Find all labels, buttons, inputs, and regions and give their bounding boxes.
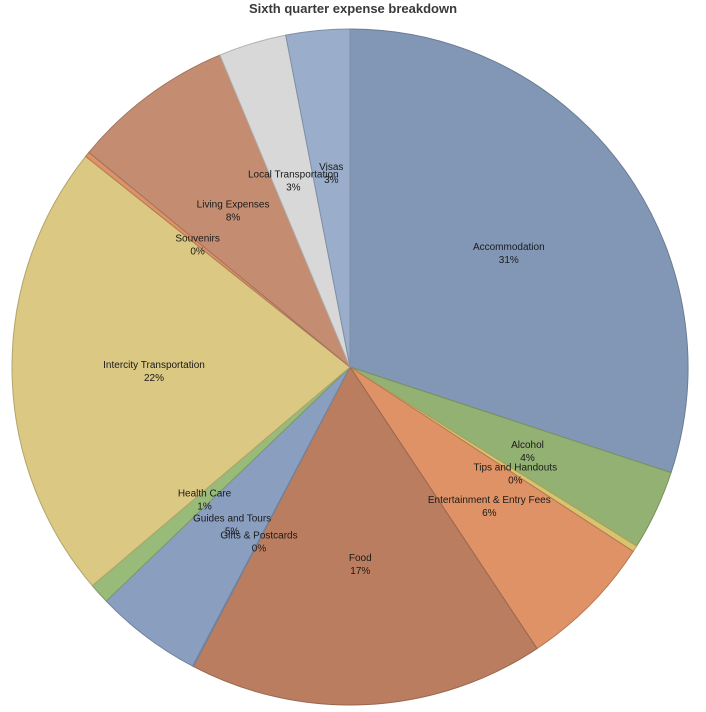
slice-label-gifts-postcards: Gifts & Postcards	[220, 531, 297, 542]
slice-label-local-transportation: Local Transportation	[248, 169, 339, 180]
slice-label-alcohol: Alcohol	[511, 440, 544, 451]
slice-percent-accommodation: 31%	[499, 255, 519, 266]
slice-label-intercity-transportation: Intercity Transportation	[103, 360, 205, 371]
slice-percent-gifts-postcards: 0%	[252, 544, 267, 555]
slice-percent-food: 17%	[350, 566, 370, 577]
chart-title: Sixth quarter expense breakdown	[248, 1, 458, 16]
slice-label-entertainment-entry-fees: Entertainment & Entry Fees	[428, 495, 551, 506]
slice-label-living-expenses: Living Expenses	[197, 200, 270, 211]
slice-percent-alcohol: 4%	[520, 453, 535, 464]
slice-label-guides-and-tours: Guides and Tours	[193, 514, 271, 525]
slice-label-food: Food	[349, 553, 372, 564]
slice-percent-souvenirs: 0%	[190, 247, 205, 258]
slice-label-visas: Visas	[319, 162, 343, 173]
pie-slice-visas	[285, 28, 351, 368]
slice-percent-tips-and-handouts: 0%	[508, 475, 523, 486]
pie-slice-intercity-transportation	[11, 155, 351, 587]
slice-percent-local-transportation: 3%	[286, 182, 301, 193]
slice-percent-entertainment-entry-fees: 6%	[482, 508, 497, 519]
slice-percent-living-expenses: 8%	[226, 213, 241, 224]
slice-label-souvenirs: Souvenirs	[175, 234, 219, 245]
pie-slice-entertainment-entry-fees	[349, 366, 634, 650]
pie-labels: Accommodation 31% Alcohol 4%Tips and Handou…	[103, 162, 557, 577]
slice-percent-intercity-transportation: 22%	[144, 373, 164, 384]
slice-label-tips-and-handouts: Tips and Handouts	[474, 462, 558, 473]
slice-percent-health-care: 1%	[197, 501, 212, 512]
slice-percent-guides-and-tours: 5%	[225, 527, 240, 538]
pie-slice-living-expenses	[88, 54, 351, 368]
pie-slice-accommodation	[349, 28, 689, 474]
pie-slices	[11, 28, 689, 706]
slice-label-health-care: Health Care	[178, 488, 232, 499]
pie-slice-food	[192, 366, 538, 706]
slice-percent-visas: 3%	[324, 175, 339, 186]
slice-label-accommodation: Accommodation	[473, 242, 545, 253]
